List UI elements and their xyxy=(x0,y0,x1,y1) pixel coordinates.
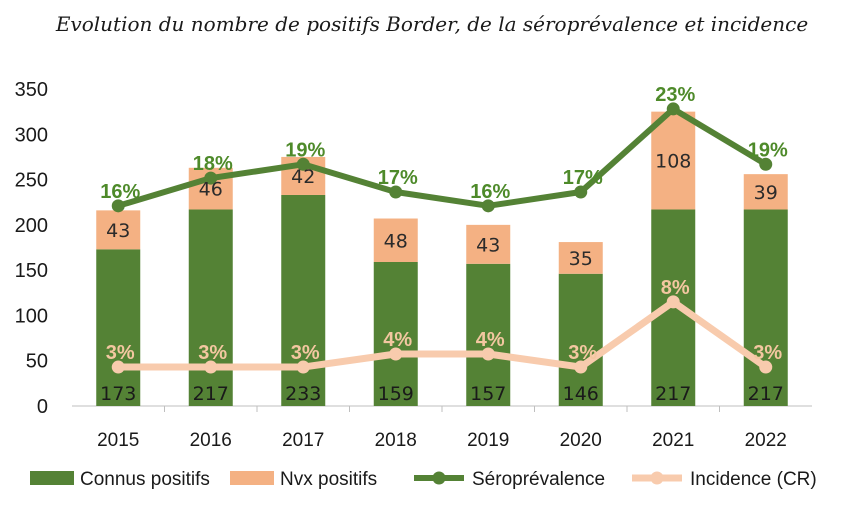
seroprevalence-line xyxy=(115,105,769,209)
incidence-point xyxy=(389,347,403,361)
incidence-point-label: 4% xyxy=(383,329,412,351)
y-tick-label: 0 xyxy=(37,396,48,418)
seroprevalence-point xyxy=(204,171,218,185)
incidence-point-label: 3% xyxy=(568,342,597,364)
incidence-point-label: 3% xyxy=(198,342,227,364)
seroprevalence-point-label: 18% xyxy=(193,153,233,175)
bar-connus-positifs xyxy=(558,273,603,406)
x-tick-label: 2016 xyxy=(190,430,232,451)
incidence-point xyxy=(666,295,680,309)
incidence-point-label: 3% xyxy=(291,342,320,364)
bar-connus-positifs xyxy=(96,249,141,406)
incidence-point-label: 4% xyxy=(476,329,505,351)
label-layer: 173 43 217 46 233 42 159 48 157 43 146 35 217 108 217 3… xyxy=(100,84,788,405)
legend-swatch-connus xyxy=(30,471,74,485)
incidence-point xyxy=(574,360,588,374)
bar-nvx-positifs xyxy=(466,224,511,264)
bar-nvx-positifs xyxy=(743,174,788,210)
bar-nvx-positifs xyxy=(651,111,696,210)
x-tick-label: 2018 xyxy=(375,430,417,451)
x-tick-label: 2015 xyxy=(97,430,139,451)
seroprevalence-point-label: 23% xyxy=(655,84,695,106)
axis-layer: 0 50 100 150 200 250 300 350 2015 2016 2017 2018 201… xyxy=(15,79,812,451)
chart-title: Evolution du nombre de positifs Border, … xyxy=(55,12,808,36)
bar-connus-positifs xyxy=(373,261,418,406)
incidence-point xyxy=(759,360,773,374)
line-layer xyxy=(111,102,773,374)
legend-label-connus: Connus positifs xyxy=(80,469,210,490)
bar-nvx-positifs xyxy=(558,242,603,274)
incidence-point xyxy=(481,347,495,361)
y-tick-label: 50 xyxy=(26,351,48,373)
bar-label-nvx: 43 xyxy=(106,220,130,242)
incidence-point-label: 3% xyxy=(106,342,135,364)
bar-label-nvx: 42 xyxy=(291,166,315,188)
incidence-point-label: 8% xyxy=(661,277,690,299)
seroprevalence-point xyxy=(389,185,403,199)
y-tick-label: 300 xyxy=(15,124,48,146)
seroprevalence-point-label: 17% xyxy=(563,167,603,189)
bar-label-connus: 173 xyxy=(100,383,136,405)
seroprevalence-point-label: 16% xyxy=(470,181,510,203)
bar-label-connus: 159 xyxy=(378,383,414,405)
x-tick-label: 2020 xyxy=(560,430,602,451)
y-tick-label: 200 xyxy=(15,215,48,237)
incidence-point xyxy=(204,360,218,374)
y-tick-label: 250 xyxy=(15,170,48,192)
x-tick-label: 2022 xyxy=(745,430,787,451)
incidence-line xyxy=(114,298,770,371)
seroprevalence-point xyxy=(759,157,773,171)
seroprevalence-point-label: 19% xyxy=(285,139,325,161)
bar-connus-positifs xyxy=(743,209,788,406)
bar-connus-positifs xyxy=(466,263,511,406)
seroprevalence-point xyxy=(111,199,125,213)
bar-label-connus: 157 xyxy=(470,383,506,405)
bar-label-nvx: 108 xyxy=(655,151,691,173)
incidence-point xyxy=(111,360,125,374)
y-tick-label: 350 xyxy=(15,79,48,101)
bar-label-nvx: 35 xyxy=(569,248,593,270)
bar-label-connus: 217 xyxy=(655,383,691,405)
seroprevalence-point xyxy=(666,102,680,116)
bar-label-nvx: 48 xyxy=(384,230,408,252)
bar-nvx-positifs xyxy=(96,210,141,250)
bar-label-nvx: 39 xyxy=(754,182,778,204)
legend-label-nvx: Nvx positifs xyxy=(280,469,377,490)
incidence-point xyxy=(296,360,310,374)
bar-label-nvx: 46 xyxy=(199,179,223,201)
bar-connus-positifs xyxy=(188,209,233,406)
legend-label-sero: Séroprévalence xyxy=(472,469,605,490)
legend: Connus positifs Nvx positifs Séroprévalenc… xyxy=(30,469,817,490)
bar-connus-positifs xyxy=(281,194,326,406)
x-tick-label: 2017 xyxy=(282,430,324,451)
bar-nvx-positifs xyxy=(373,218,418,262)
seroprevalence-point-label: 17% xyxy=(378,167,418,189)
bar-label-connus: 146 xyxy=(563,383,599,405)
bar-label-connus: 233 xyxy=(285,383,321,405)
x-tick-label: 2019 xyxy=(467,430,509,451)
seroprevalence-point-label: 16% xyxy=(100,181,140,203)
bar-label-connus: 217 xyxy=(193,383,229,405)
incidence-point-label: 3% xyxy=(753,342,782,364)
y-tick-label: 100 xyxy=(15,305,48,327)
bar-label-connus: 217 xyxy=(748,383,784,405)
legend-marker-sero xyxy=(432,471,446,485)
legend-swatch-nvx xyxy=(230,471,274,485)
seroprevalence-point xyxy=(481,199,495,213)
bar-label-nvx: 43 xyxy=(476,234,500,256)
legend-marker-inc xyxy=(650,471,664,485)
seroprevalence-point-label: 19% xyxy=(748,139,788,161)
seroprevalence-point xyxy=(574,185,588,199)
seroprevalence-point xyxy=(296,157,310,171)
y-tick-label: 150 xyxy=(15,260,48,282)
legend-label-inc: Incidence (CR) xyxy=(690,469,817,490)
x-tick-label: 2021 xyxy=(652,430,694,451)
